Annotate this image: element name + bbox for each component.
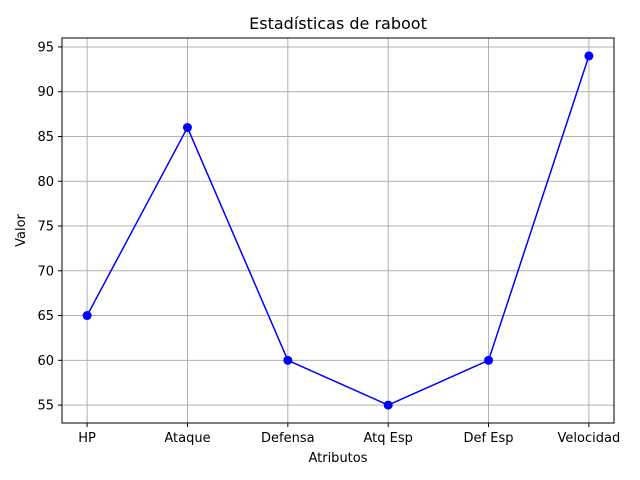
y-tick-label: 75: [37, 220, 54, 235]
ticks: HP Ataque Defensa Atq Esp Def Esp Velocidad 55…: [37, 40, 620, 446]
data-point: [182, 123, 192, 133]
y-tick-label: 95: [37, 40, 54, 55]
x-tick-label: HP: [78, 431, 96, 446]
x-axis-label: Atributos: [308, 451, 367, 466]
grid: [62, 38, 614, 423]
data-point: [484, 355, 494, 365]
plot-frame: [61, 37, 615, 424]
y-tick-label: 80: [37, 175, 54, 190]
x-tick-label: Ataque: [164, 431, 210, 446]
y-tick-label: 60: [37, 354, 54, 369]
data-point: [584, 51, 594, 61]
series-line: [86, 55, 590, 406]
series-layer: [82, 51, 594, 410]
y-tick-label: 55: [37, 399, 54, 414]
y-tick-label: 85: [37, 130, 54, 145]
y-tick-label: 70: [37, 264, 54, 279]
x-tick-label: Defensa: [261, 431, 315, 446]
data-point: [283, 355, 293, 365]
chart-title: Estadísticas de raboot: [249, 14, 427, 33]
x-tick-label: Atq Esp: [363, 431, 412, 446]
y-tick-label: 65: [37, 309, 54, 324]
y-axis-label: Valor: [14, 213, 29, 246]
x-tick-label: Def Esp: [464, 431, 514, 446]
x-tick-label: Velocidad: [558, 431, 621, 446]
data-point: [383, 400, 393, 410]
data-point: [82, 311, 92, 321]
y-tick-label: 90: [37, 85, 54, 100]
